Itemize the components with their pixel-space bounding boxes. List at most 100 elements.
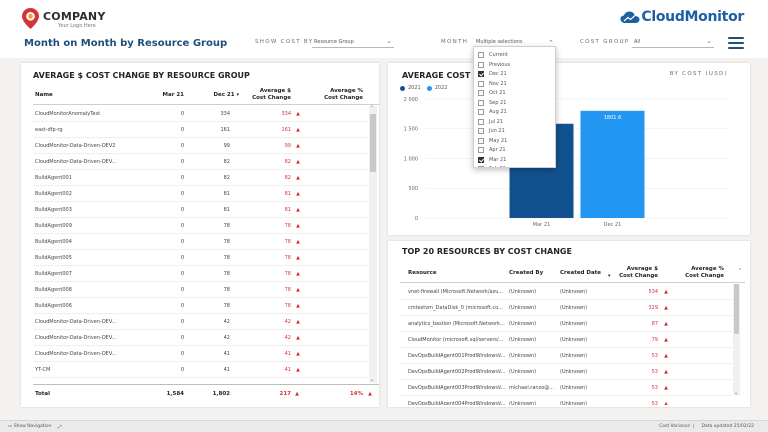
table-row[interactable]: cmtestvm_DataDisk_0 (microsoft.co... (Unk… (400, 300, 732, 316)
cost-group-label: COST GROUP (580, 39, 630, 45)
increase-triangle-icon: ▲ (296, 127, 300, 133)
table-row[interactable]: TechnicalTest-MM04040▲ (33, 378, 367, 383)
month-option[interactable]: Jul 21 (478, 118, 550, 127)
row-avg-dollar: 78 (284, 239, 291, 245)
column-header-name[interactable]: Name (35, 92, 53, 98)
show-navigation-button[interactable]: ▭ Show Navigation (8, 424, 52, 429)
column-header-avg-pct[interactable]: Average % Cost Change (685, 266, 724, 280)
table-row[interactable]: CloudMonitor-Data-Driven-DEV... 0 41 41 ▲ (33, 346, 367, 362)
table-row[interactable]: DevOpsBuildAgent002ProdWindowsV... (Unkno… (400, 364, 732, 380)
month-option[interactable]: Jun 21 (478, 127, 550, 136)
month-option[interactable]: Feb 21 (478, 165, 550, 167)
month-dropdown-list: Current Previous Dec 21 Nov 21 Oct 21 Sep 21 A… (473, 46, 556, 168)
checkbox[interactable] (478, 99, 484, 106)
scrollbar-thumb[interactable] (370, 114, 376, 172)
checkbox[interactable] (478, 109, 484, 115)
increase-triangle-icon: ▲ (296, 319, 300, 325)
row-mar21: 0 (180, 303, 184, 309)
table-row[interactable]: DevOpsBuildAgent003ProdWindowsV... michae… (400, 380, 732, 396)
row-name: BuildAgent006 (35, 303, 72, 309)
scroll-down-icon[interactable]: ⌄ (370, 377, 375, 383)
row-name: YT-CM (35, 367, 51, 373)
table-row[interactable]: BuildAgent009 0 78 78 ▲ (33, 218, 367, 234)
checkbox[interactable] (478, 128, 484, 134)
show-cost-by-dropdown[interactable]: Resource Group ⌄ (312, 35, 394, 48)
column-header-avg-dollar[interactable]: Average $ Cost Change (252, 88, 291, 102)
month-option-label: Feb 21 (489, 166, 506, 167)
legend-label-2021[interactable]: 2021 (408, 85, 421, 91)
table-row[interactable]: BuildAgent005 0 78 78 ▲ (33, 250, 367, 266)
bar-2022-Dec-21 (580, 110, 645, 218)
table-row[interactable]: BuildAgent002 0 81 81 ▲ (33, 186, 367, 202)
table-row[interactable]: east-dfp-rg 0 161 161 ▲ (33, 122, 367, 138)
month-option[interactable]: Oct 21 (478, 89, 550, 98)
month-option[interactable]: Previous (478, 61, 550, 70)
column-header-dec21[interactable]: Dec 21 ▾ (213, 92, 239, 98)
month-option[interactable]: Mar 21 (478, 156, 550, 165)
table-row[interactable]: BuildAgent008 0 78 78 ▲ (33, 282, 367, 298)
checkbox[interactable] (478, 137, 484, 144)
chart-legend: 2021 2022 (400, 85, 447, 91)
checkbox[interactable] (478, 90, 484, 96)
vertical-scrollbar[interactable]: ⌄ (733, 284, 740, 396)
column-header-created-by[interactable]: Created By (509, 270, 544, 276)
month-option[interactable]: Dec 21 (478, 70, 550, 79)
scroll-up-icon[interactable]: ⌃ (737, 268, 742, 274)
increase-triangle-icon: ▲ (296, 207, 300, 213)
column-header-avg-dollar[interactable]: Average $ Cost Change (619, 266, 658, 280)
checkbox[interactable] (478, 118, 484, 125)
scroll-up-icon[interactable]: ⌃ (370, 105, 375, 111)
table-row[interactable]: BuildAgent001 0 82 82 ▲ (33, 170, 367, 186)
table-row[interactable]: analytics_bastion (Microsoft.Network... (… (400, 316, 732, 332)
month-option[interactable]: Aug 21 (478, 108, 550, 117)
table-row[interactable]: DevOpsBuildAgent004ProdWindowsV... (Unkno… (400, 396, 732, 405)
table-row[interactable]: CloudMonitor-Data-Driven-DEV2 0 99 99 ▲ (33, 138, 367, 154)
row-dec21: 82 (223, 159, 230, 165)
table-row[interactable]: DevOpsBuildAgent001ProdWindowsV... (Unkno… (400, 348, 732, 364)
table-row[interactable]: YT-CM 0 41 41 ▲ (33, 362, 367, 378)
table-row[interactable]: vnet-firewall (Microsoft.Network/azu... (… (400, 284, 732, 300)
table-row[interactable]: CloudMonitor (microsoft.sql/servers/... (… (400, 332, 732, 348)
scroll-down-icon[interactable]: ⌄ (734, 390, 739, 396)
month-option[interactable]: May 21 (478, 137, 550, 146)
table-row[interactable]: BuildAgent004 0 78 78 ▲ (33, 234, 367, 250)
table-row[interactable]: CloudMonitor-Data-Driven-DEV... 0 42 42 ▲ (33, 314, 367, 330)
table-row[interactable]: CloudMonitor-Data-Driven-DEV... 0 42 42 ▲ (33, 330, 367, 346)
row-dec21: 81 (223, 207, 230, 213)
checkbox[interactable] (478, 80, 484, 87)
month-option[interactable]: Apr 21 (478, 146, 550, 155)
cost-variance-tab[interactable]: Cost Variance (659, 424, 690, 429)
expand-icon[interactable]: ⤢ (58, 425, 62, 430)
column-header-avg-pct[interactable]: Average % Cost Change (324, 88, 363, 102)
legend-label-2022[interactable]: 2022 (434, 85, 448, 91)
y-tick-label: 0 (415, 216, 418, 222)
table-row[interactable]: CloudMonitorAnomalyTest 0 334 334 ▲ (33, 106, 367, 122)
table-row[interactable]: BuildAgent003 0 81 81 ▲ (33, 202, 367, 218)
row-name: CloudMonitor-Data-Driven-DEV... (35, 319, 117, 325)
checkbox[interactable] (478, 147, 484, 153)
table-row[interactable]: BuildAgent007 0 78 78 ▲ (33, 266, 367, 282)
menu-icon[interactable] (728, 37, 744, 49)
scrollbar-thumb[interactable] (734, 284, 739, 334)
checkbox[interactable] (478, 61, 484, 68)
vertical-scrollbar[interactable]: ⌃ ⌄ (369, 105, 377, 383)
row-name: CloudMonitor-Data-Driven-DEV2 (35, 143, 116, 149)
checkbox[interactable] (478, 166, 484, 167)
table-row[interactable]: BuildAgent006 0 78 78 ▲ (33, 298, 367, 314)
row-name: CloudMonitor-Data-Driven-DEV... (35, 351, 117, 357)
month-option[interactable]: Current (478, 51, 550, 60)
row-avg-dollar: 41 (284, 351, 291, 357)
checkbox[interactable] (478, 52, 484, 58)
column-header-created-date[interactable]: Created Date (560, 270, 602, 276)
month-option[interactable]: Sep 21 (478, 99, 550, 108)
column-header-resource[interactable]: Resource (408, 270, 437, 276)
row-resource: cmtestvm_DataDisk_0 (microsoft.co... (408, 305, 503, 311)
table-row[interactable]: CloudMonitor-Data-Driven-DEV... 0 82 82 ▲ (33, 154, 367, 170)
checkbox[interactable] (478, 71, 484, 77)
column-header-mar21[interactable]: Mar 21 (162, 92, 184, 98)
cloudmonitor-logo: CloudMonitor (620, 7, 744, 27)
checkbox[interactable] (478, 156, 484, 163)
month-option[interactable]: Nov 21 (478, 80, 550, 89)
cost-group-dropdown[interactable]: All ⌄ (632, 35, 714, 48)
row-mar21: 0 (180, 143, 184, 149)
